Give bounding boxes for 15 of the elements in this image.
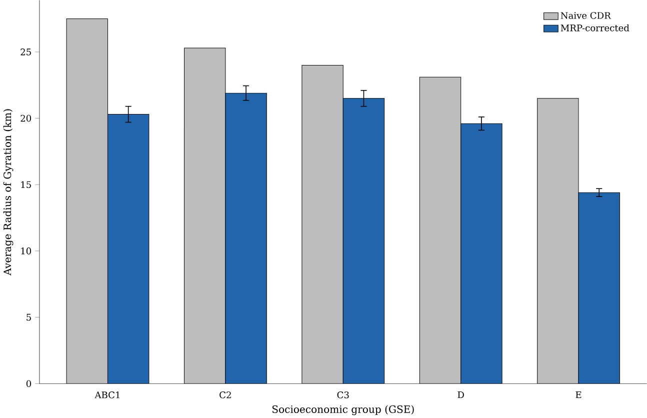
x-tick-label: ABC1: [94, 391, 120, 398]
legend-label: MRP-corrected: [560, 24, 630, 32]
x-tick-label: C3: [337, 391, 349, 398]
y-tick-label: 15: [21, 180, 31, 188]
y-tick-label: 20: [20, 114, 32, 122]
y-tick-label: 25: [20, 48, 31, 56]
y-tick-label: 5: [26, 314, 31, 320]
y-axis-title: Average Radius of Gyration (km): [3, 109, 14, 276]
y-tick-label: 10: [21, 247, 32, 254]
y-tick-label: 0: [26, 380, 32, 387]
legend-label: Naive CDR: [560, 12, 612, 19]
x-axis-title: Socioeconomic group (GSE): [272, 404, 414, 415]
x-tick-label: D: [458, 391, 464, 398]
x-tick-label: E: [576, 391, 582, 398]
x-tick-label: C2: [220, 391, 231, 398]
